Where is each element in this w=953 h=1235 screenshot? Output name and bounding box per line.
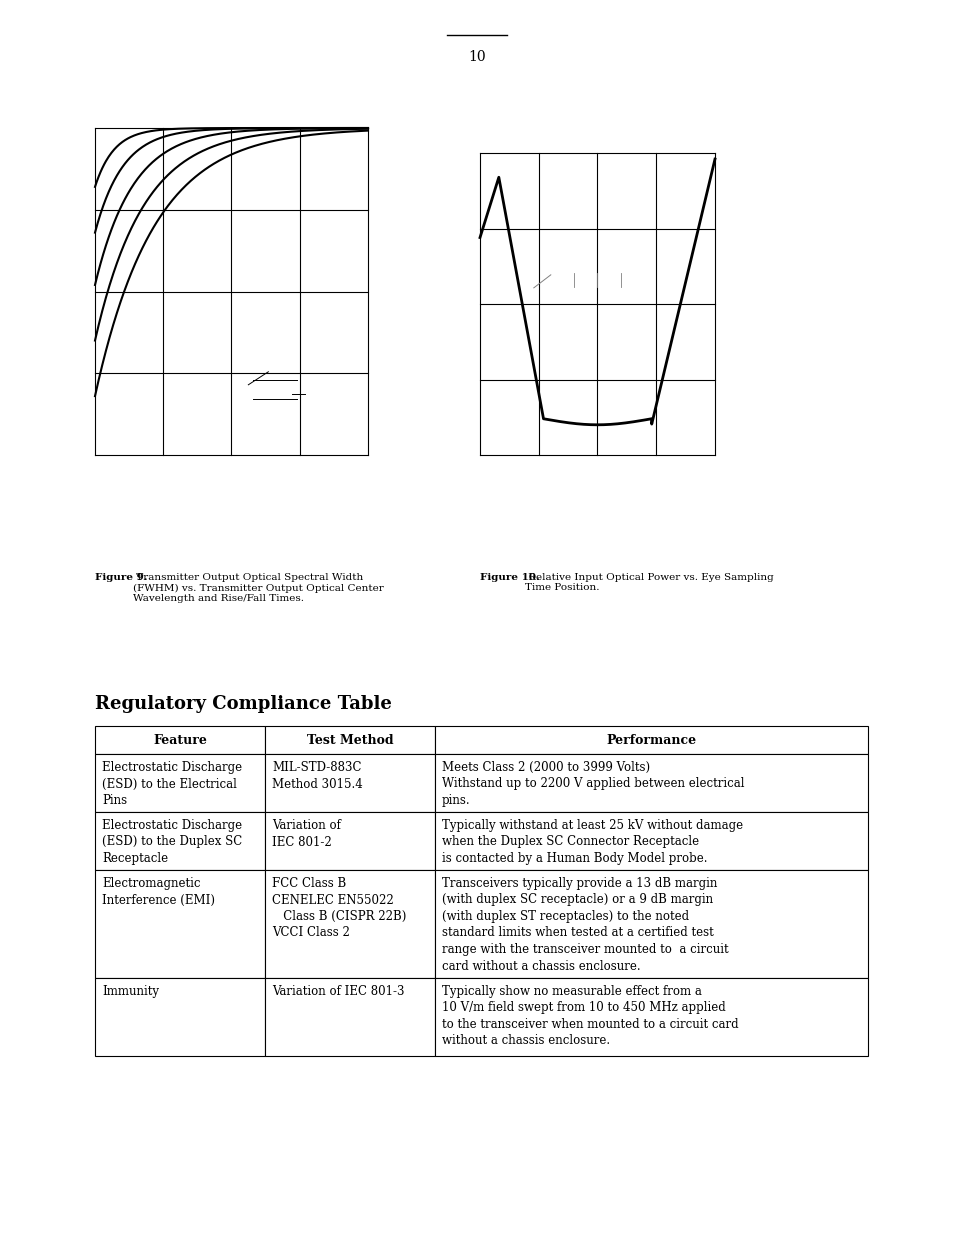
- Bar: [95, 726, 265, 755]
- Text: Relative Input Optical Power vs. Eye Sampling
Time Position.: Relative Input Optical Power vs. Eye Sam…: [524, 573, 773, 593]
- Bar: [435, 755, 867, 811]
- Bar: [95, 811, 265, 869]
- Bar: [265, 755, 435, 811]
- Text: Figure 9.: Figure 9.: [95, 573, 148, 582]
- Text: Electromagnetic
Interference (EMI): Electromagnetic Interference (EMI): [102, 877, 214, 906]
- Bar: [265, 726, 435, 755]
- Text: 10: 10: [468, 49, 485, 64]
- Bar: [265, 811, 435, 869]
- Bar: [435, 726, 867, 755]
- Text: Immunity: Immunity: [102, 986, 159, 998]
- Bar: [435, 869, 867, 978]
- Text: Meets Class 2 (2000 to 3999 Volts)
Withstand up to 2200 V applied between electr: Meets Class 2 (2000 to 3999 Volts) Withs…: [441, 761, 744, 806]
- Bar: [435, 811, 867, 869]
- Bar: [95, 755, 265, 811]
- Bar: [265, 869, 435, 978]
- Text: Regulatory Compliance Table: Regulatory Compliance Table: [95, 695, 392, 713]
- Text: MIL-STD-883C
Method 3015.4: MIL-STD-883C Method 3015.4: [272, 761, 362, 790]
- Text: FCC Class B
CENELEC EN55022
   Class B (CISPR 22B)
VCCI Class 2: FCC Class B CENELEC EN55022 Class B (CIS…: [272, 877, 406, 940]
- Text: Test Method: Test Method: [307, 734, 393, 746]
- Text: Electrostatic Discharge
(ESD) to the Duplex SC
Receptacle: Electrostatic Discharge (ESD) to the Dup…: [102, 819, 242, 864]
- Text: Transceivers typically provide a 13 dB margin
(with duplex SC receptacle) or a 9: Transceivers typically provide a 13 dB m…: [441, 877, 728, 972]
- Bar: [265, 978, 435, 1056]
- Text: Feature: Feature: [152, 734, 207, 746]
- Text: Typically show no measurable effect from a
10 V/m field swept from 10 to 450 MHz: Typically show no measurable effect from…: [441, 986, 738, 1047]
- Text: Figure 10.: Figure 10.: [479, 573, 539, 582]
- Text: Electrostatic Discharge
(ESD) to the Electrical
Pins: Electrostatic Discharge (ESD) to the Ele…: [102, 761, 242, 806]
- Text: Typically withstand at least 25 kV without damage
when the Duplex SC Connector R: Typically withstand at least 25 kV witho…: [441, 819, 742, 864]
- Text: Variation of
IEC 801-2: Variation of IEC 801-2: [272, 819, 340, 848]
- Text: Transmitter Output Optical Spectral Width
(FWHM) vs. Transmitter Output Optical : Transmitter Output Optical Spectral Widt…: [132, 573, 383, 603]
- Bar: [435, 978, 867, 1056]
- Text: Variation of IEC 801-3: Variation of IEC 801-3: [272, 986, 404, 998]
- Bar: [95, 978, 265, 1056]
- Bar: [95, 869, 265, 978]
- Text: Performance: Performance: [606, 734, 696, 746]
